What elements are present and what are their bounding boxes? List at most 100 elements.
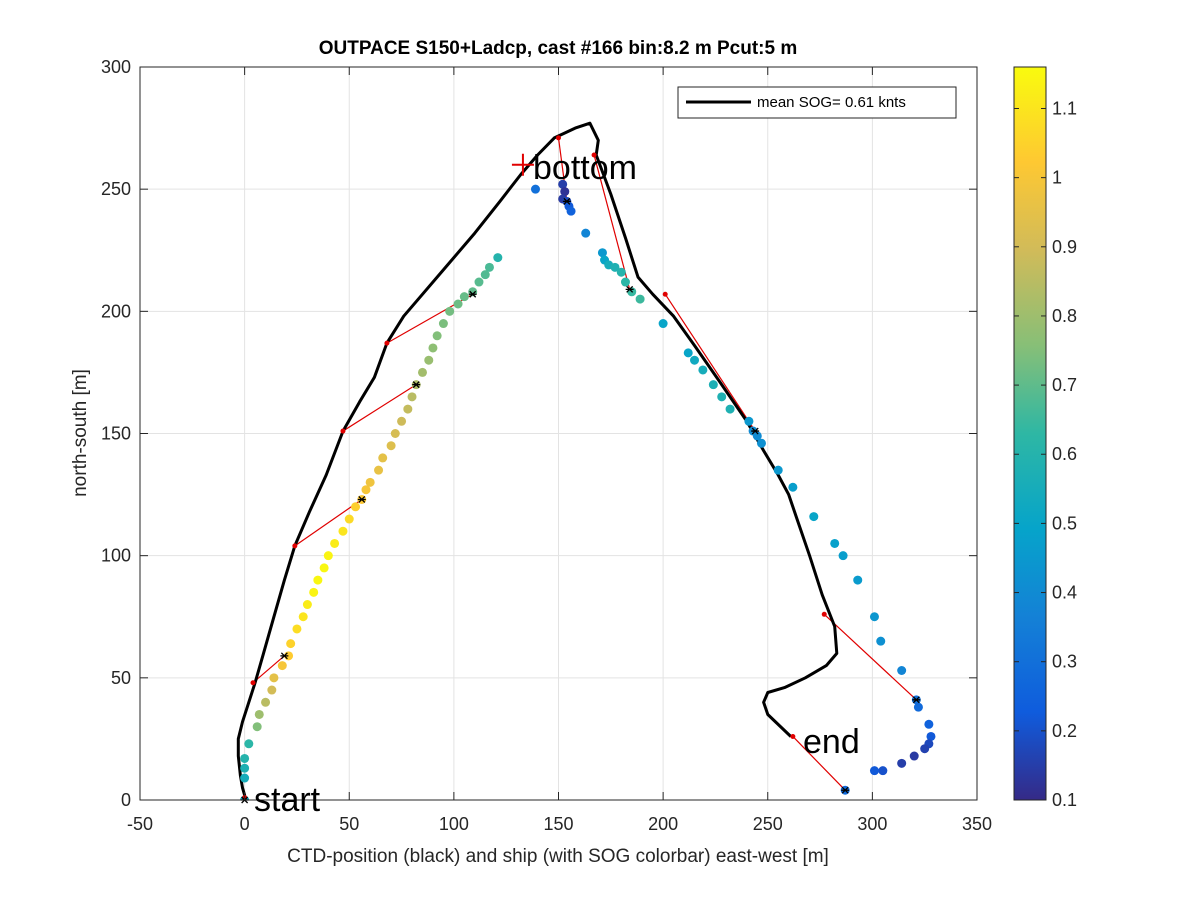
legend-entry: mean SOG= 0.61 knts [757,94,906,111]
ctd-bin-marker [662,291,668,297]
ctd-bin-marker [556,135,561,141]
connector-line [252,655,285,684]
ship-point [361,485,371,495]
ctd-bin-marker [340,428,346,434]
ship-point [261,697,271,707]
ship-point [330,538,340,548]
ship-point [581,228,591,238]
y-axis-label: north-south [m] [70,369,91,497]
ship-point [869,612,879,622]
ship-point [480,270,490,280]
ship-point [438,319,448,329]
ship-point [244,739,254,749]
connector-line [823,613,917,701]
ship-point [424,355,434,365]
ship-point [277,661,287,671]
y-tick-label: 50 [111,668,131,688]
ship-point [530,184,540,194]
x-tick-label: 200 [648,814,678,834]
ship-point [897,666,907,676]
connector-line [342,384,417,432]
ship-point [323,551,333,561]
ship-point [838,551,848,561]
ship-point [926,731,936,741]
ship-point [698,365,708,375]
colorbar-tick-label: 0.8 [1052,306,1077,326]
y-tick-label: 150 [101,424,131,444]
ship-point [773,465,783,475]
colorbar-tick-label: 0.9 [1052,237,1077,257]
ship-point [493,253,503,263]
ship-point [725,404,735,414]
marker-layer [240,135,921,804]
ship-bin-marker [562,197,571,205]
ship-point [558,179,568,189]
ship-point [744,416,754,426]
ship-point [616,267,626,277]
ship-point [484,262,494,272]
ctd-layer [236,121,839,800]
x-tick-label: 300 [857,814,887,834]
ship-point [597,248,607,258]
ship-point [240,753,250,763]
ship-point [878,766,888,776]
ctd-bin-marker [384,340,390,346]
ctd-bin-marker [250,680,256,686]
colorbar-tick-label: 1.1 [1052,98,1077,118]
ctd-bin-marker [292,543,298,549]
annotation-start: start [254,781,321,819]
ship-point [254,709,264,719]
ship-point [428,343,438,353]
legend: mean SOG= 0.61 knts [677,86,957,119]
x-tick-label: 150 [543,814,573,834]
ship-point [474,277,484,287]
connector-layer [244,137,917,800]
ship-point [913,702,923,712]
connector-line [593,154,631,290]
ship-point [752,431,762,441]
ship-point [292,624,302,634]
ship-point [309,587,319,597]
ship-point [708,380,718,390]
ship-point [809,512,819,522]
ship-point [397,416,407,426]
ship-bin-marker [912,696,921,704]
colorbar-tick-label: 0.4 [1052,583,1077,603]
ship-point [390,429,400,438]
connector-line [792,736,846,791]
ctd-track-line [236,121,839,800]
ship-point [756,438,766,448]
colorbar-tick-label: 0.1 [1052,790,1077,810]
ship-point [403,404,413,414]
ship-point [374,465,384,475]
y-tick-label: 300 [101,57,131,77]
ship-point [365,477,375,487]
colorbar-tick-label: 0.2 [1052,721,1077,741]
ship-point [920,744,930,754]
chart-title: OUTPACE S150+Ladcp, cast #166 bin:8.2 m … [319,38,798,59]
ship-point [351,502,361,512]
colorbar: 0.1 0.2 0.3 0.4 0.5 0.6 0.7 0.8 0.9 1 1.1 [1013,66,1077,810]
ship-point [319,563,329,573]
ship-point [717,392,727,402]
x-tick-label: 250 [753,814,783,834]
annotation-bottom: bottom [533,149,637,187]
ship-point [417,367,427,377]
annotation-end: end [803,723,860,761]
ship-point [560,187,570,197]
ship-bin-marker [357,496,366,503]
ship-point [897,758,907,768]
colorbar-tick-label: 1 [1052,168,1062,188]
ship-point [566,206,576,216]
ctd-bin-marker [591,152,597,158]
ship-point [610,262,620,272]
ship-point [267,685,277,695]
x-tick-label: 50 [339,814,359,834]
ship-bin-marker [625,285,634,293]
ship-point [313,575,323,585]
ship-point [635,294,645,304]
ship-point [690,355,700,365]
ship-point [658,319,668,329]
